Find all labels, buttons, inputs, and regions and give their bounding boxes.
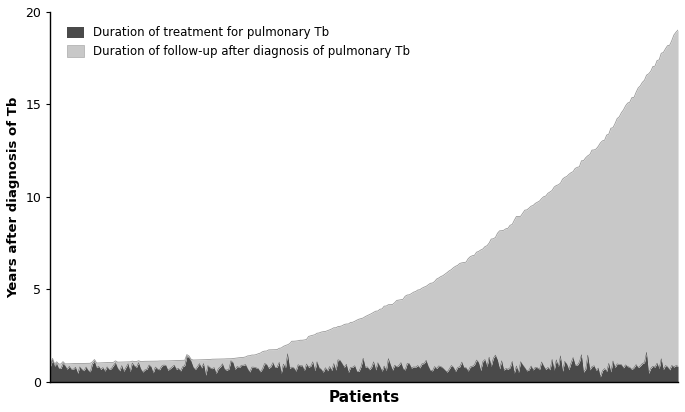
Legend: Duration of treatment for pulmonary Tb, Duration of follow-up after diagnosis of: Duration of treatment for pulmonary Tb, …: [62, 21, 415, 63]
X-axis label: Patients: Patients: [329, 390, 400, 405]
Y-axis label: Years after diagnosis of Tb: Years after diagnosis of Tb: [7, 96, 20, 297]
